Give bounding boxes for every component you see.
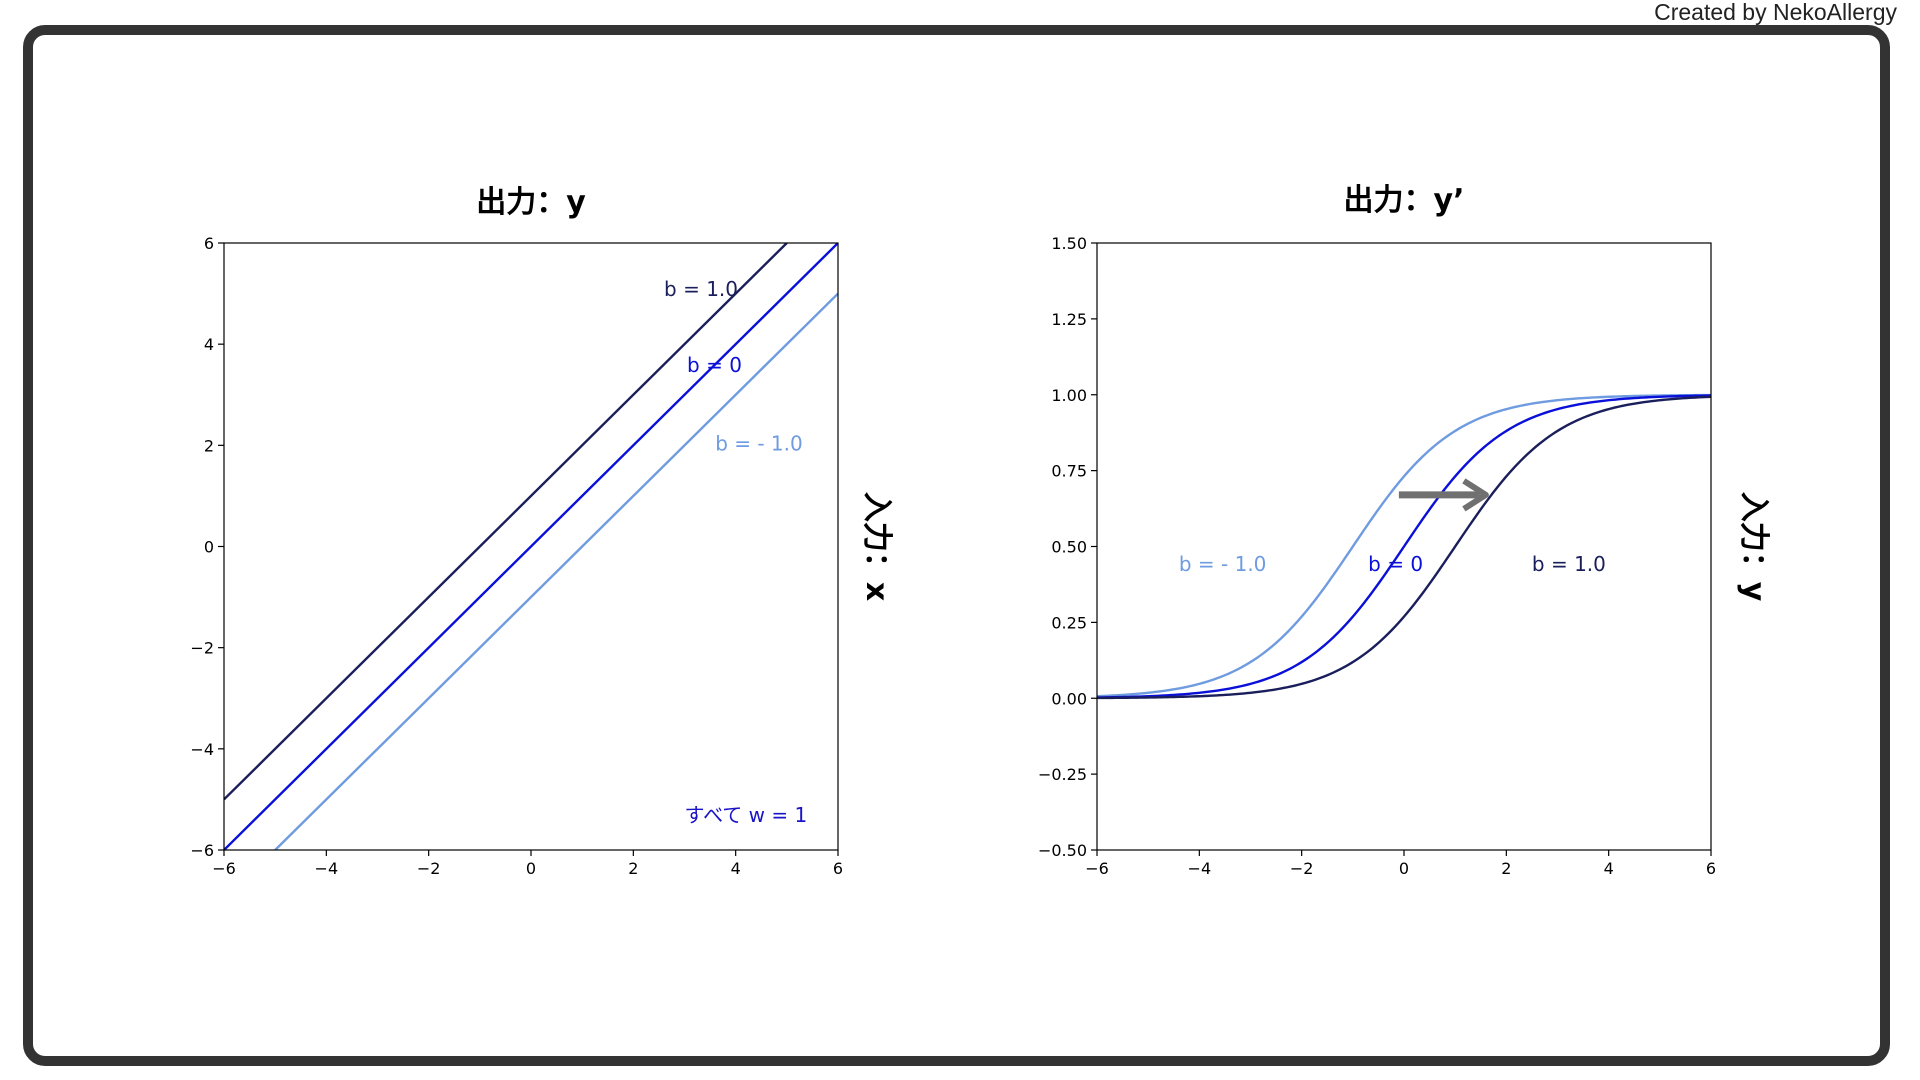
y-tick-label: −6 xyxy=(190,841,214,860)
annotation-label: b = - 1.0 xyxy=(1179,552,1267,576)
series-line-1 xyxy=(224,243,788,801)
y-tick-label: 4 xyxy=(204,335,214,354)
x-tick-label: 2 xyxy=(1501,859,1511,878)
y-tick-label: 0.00 xyxy=(1051,689,1087,708)
chart-title: 出力：y xyxy=(476,185,586,220)
chart-2: 出力：y’ 入力：y −6 −4 −2 0 2 4 6 −0.50 −0.25 0.00 0.25 0.5… xyxy=(1038,183,1771,878)
y-tick-label: 1.50 xyxy=(1051,234,1087,253)
x-tick-label: −4 xyxy=(315,859,339,878)
y-tick-label: 1.25 xyxy=(1051,310,1087,329)
y-tick-label: 0.50 xyxy=(1051,538,1087,557)
y-tick-label: 0.25 xyxy=(1051,613,1087,632)
y-axis-label: 入力：x xyxy=(859,492,894,601)
annotation-label: b = 0 xyxy=(687,353,742,377)
y-tick-label: 1.00 xyxy=(1051,386,1087,405)
credit-text: Created by NekoAllergy xyxy=(1654,0,1897,25)
annotation-label: b = - 1.0 xyxy=(715,431,803,455)
series-line-2 xyxy=(1097,394,1711,699)
y-axis-label: 入力：y xyxy=(1736,492,1771,602)
y-tick-label: −0.25 xyxy=(1038,765,1087,784)
y-tick-label: 0.75 xyxy=(1051,462,1087,481)
x-tick-label: 0 xyxy=(1399,859,1409,878)
series-line-1 xyxy=(1097,393,1711,698)
annotation-label: b = 1.0 xyxy=(664,277,738,301)
y-tick-label: 6 xyxy=(204,234,214,253)
series-line-3 xyxy=(274,292,838,850)
y-tick-label: −0.50 xyxy=(1038,841,1087,860)
x-tick-label: 0 xyxy=(526,859,536,878)
x-tick-label: −2 xyxy=(417,859,441,878)
x-tick-label: −6 xyxy=(212,859,236,878)
annotation-label: b = 0 xyxy=(1368,552,1423,576)
y-tick-label: 2 xyxy=(204,436,214,455)
chart-title: 出力：y’ xyxy=(1344,183,1465,218)
y-tick-label: −2 xyxy=(190,639,214,658)
chart-1: 出力：y 入力：x −6 −4 −2 0 2 4 6 −6 −4 −2 0 2 4 6 b = 1.0 b = 0… xyxy=(190,185,894,878)
shift-arrow-icon xyxy=(1398,478,1489,512)
x-tick-label: 4 xyxy=(1604,859,1614,878)
y-tick-label: −4 xyxy=(190,740,214,759)
x-tick-label: 4 xyxy=(731,859,741,878)
slide-frame xyxy=(23,25,1890,1066)
series-line-3 xyxy=(1097,395,1711,700)
x-tick-label: −2 xyxy=(1290,859,1314,878)
x-tick-label: 6 xyxy=(1706,859,1716,878)
x-tick-label: −4 xyxy=(1188,859,1212,878)
series-line-2 xyxy=(224,243,838,850)
y-tick-label: 0 xyxy=(204,538,214,557)
annotation-label: すべて w = 1 xyxy=(685,803,808,827)
x-tick-label: 2 xyxy=(628,859,638,878)
x-tick-label: 6 xyxy=(833,859,843,878)
annotation-label: b = 1.0 xyxy=(1532,552,1606,576)
x-tick-label: −6 xyxy=(1085,859,1109,878)
